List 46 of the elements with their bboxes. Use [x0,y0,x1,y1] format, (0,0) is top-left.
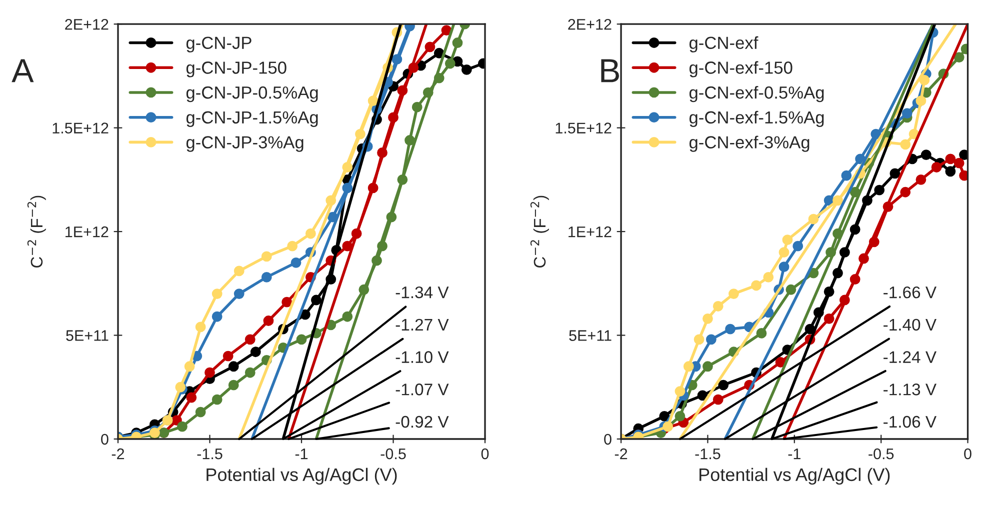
y-tick-label: 2E+12 [65,18,108,30]
y-tick-label: 1E+12 [66,226,108,238]
x-tick-label: -0.5 [868,448,894,460]
x-tick-label: -1.5 [695,448,720,460]
legend-label: g-CN-JP-0.5%Ag [186,86,318,102]
x-axis-title: Potential vs Ag/AgCl (V) [206,468,397,485]
x-tick-label: -1 [295,448,308,460]
y-tick-label: 5E+11 [66,330,108,341]
legend-label: g-CN-exf-3%Ag [689,136,810,152]
y-axis-title: C$^{−2}$ (F$^{−2}$) [530,196,549,268]
annotation: -1.13 V [884,384,936,396]
x-tick-label: -2 [112,448,124,460]
annotation: -1.24 V [884,351,936,363]
annotation: -1.07 V [396,384,449,396]
legend-label: g-CN-JP-3%Ag [186,136,304,152]
annotation: -1.10 V [396,351,449,363]
legend-label: g-CN-JP-150 [186,62,286,78]
x-tick-label: -0.5 [380,448,406,460]
text: A [12,59,34,82]
y-tick-label: 1E+12 [568,226,612,238]
x-tick-label: 0 [481,448,489,460]
annotation: -0.92 V [396,416,449,428]
annotation: -1.66 V [884,286,936,298]
x-tick-label: -2 [614,448,628,460]
x-tick-label: -1.5 [197,448,222,460]
annotation: -1.27 V [396,318,449,330]
y-tick-label: 0 [101,434,108,445]
legend-label: g-CN-exf-150 [689,61,792,78]
legend-label: g-CN-exf-0.5%Ag [689,86,824,102]
annotation: -1.06 V [884,416,936,428]
x-tick-label: -1 [788,448,800,460]
y-tick-label: 5E+11 [569,330,612,341]
annotation: -1.40 V [884,318,936,331]
y-axis-title: C$^{−2}$ (F$^{−2}$) [27,196,46,268]
text: B [601,59,619,82]
x-axis-title: Potential vs Ag/AgCl (V) [700,468,890,485]
y-tick-label: 1.5E+12 [52,122,108,134]
legend-label: g-CN-JP [186,36,252,52]
y-tick-label: 2E+12 [568,18,612,30]
legend-label: g-CN-exf [689,36,758,52]
annotation: -1.34 V [396,286,449,298]
legend-label: g-CN-exf-1.5%Ag [689,110,824,128]
y-tick-label: 0 [604,434,612,445]
x-tick-label: 0 [964,448,972,460]
y-tick-label: 1.5E+12 [556,122,612,134]
legend-label: g-CN-JP-1.5%Ag [186,111,318,128]
